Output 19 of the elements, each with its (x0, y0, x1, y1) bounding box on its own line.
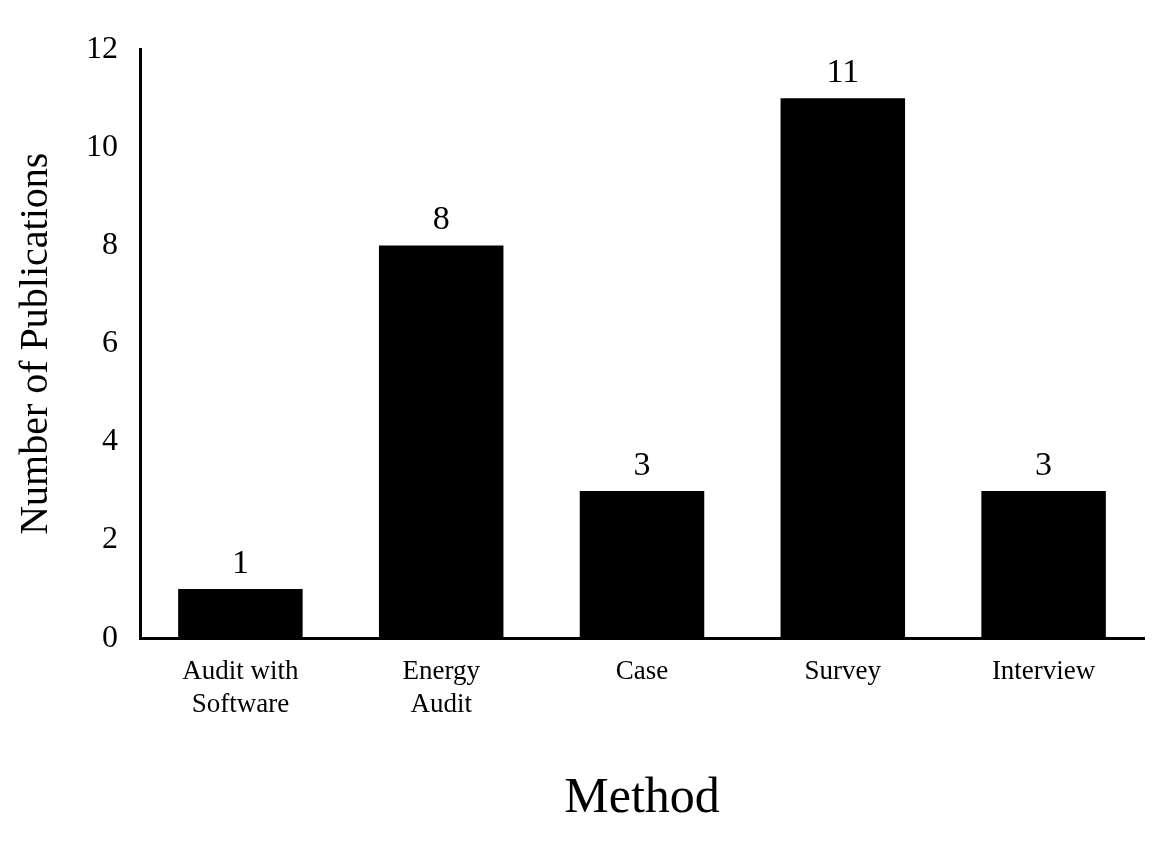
y-tick-label: 12 (86, 28, 118, 65)
y-tick-label: 2 (102, 519, 118, 556)
y-tick-label: 8 (102, 224, 118, 261)
x-tick-label: Energy Audit (402, 655, 481, 718)
x-tick-label: Audit with Software (182, 655, 300, 718)
y-tick-label: 6 (102, 323, 118, 360)
y-tick-label: 10 (86, 126, 118, 163)
x-axis-title: Method (564, 767, 720, 824)
data-label: 1 (231, 543, 249, 581)
y-tick-label: 4 (102, 421, 118, 458)
y-axis-title: Number of Publications (10, 152, 56, 535)
y-tick-label: 0 (102, 617, 118, 654)
data-label: 3 (633, 444, 651, 482)
x-tick-label: Case (615, 655, 669, 686)
x-tick-label: Interview (991, 655, 1096, 686)
data-label: 3 (1035, 444, 1053, 482)
data-label: 8 (432, 199, 450, 237)
x-tick-label: Survey (804, 655, 882, 686)
data-label: 11 (826, 52, 860, 90)
